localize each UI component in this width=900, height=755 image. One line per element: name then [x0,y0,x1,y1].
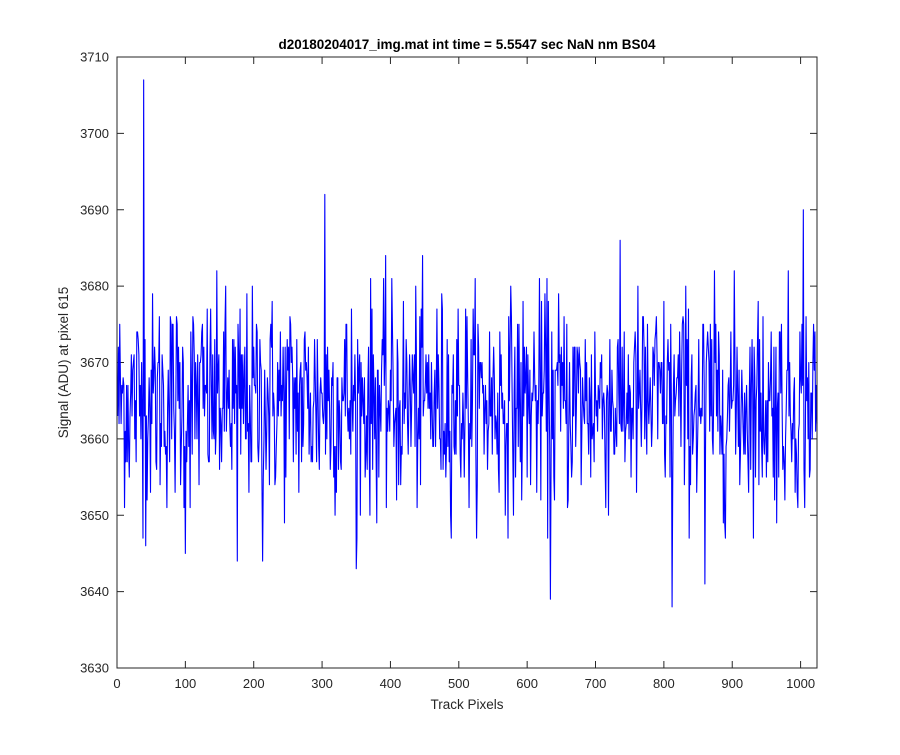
x-tick-label: 900 [721,676,743,691]
x-tick-label: 800 [653,676,675,691]
y-tick-label: 3700 [80,126,109,141]
labels-layer: 0 100 200 300 400 500 600 700 800 900 1000 3630 3640… [80,50,815,692]
y-tick-label: 3690 [80,202,109,217]
x-tick-label: 1000 [786,676,815,691]
x-tick-label: 700 [585,676,607,691]
y-axis-label: Signal (ADU) at pixel 615 [56,287,71,439]
y-tick-label: 3680 [80,279,109,294]
y-tick-label: 3660 [80,431,109,446]
x-tick-label: 600 [516,676,538,691]
x-tick-label: 500 [448,676,470,691]
y-tick-label: 3630 [80,661,109,676]
y-tick-label: 3710 [80,50,109,65]
series-layer [117,79,818,608]
series-line [117,79,818,608]
x-tick-label: 200 [243,676,265,691]
x-tick-label: 100 [175,676,197,691]
x-tick-label: 400 [380,676,402,691]
y-tick-label: 3670 [80,355,109,370]
y-tick-label: 3650 [80,508,109,523]
x-axis-label: Track Pixels [430,697,503,712]
chart-title: d20180204017_img.mat int time = 5.5547 s… [278,37,656,52]
y-tick-label: 3640 [80,584,109,599]
axes-box [116,56,818,669]
x-tick-label: 300 [311,676,333,691]
x-tick-label: 0 [113,676,120,691]
